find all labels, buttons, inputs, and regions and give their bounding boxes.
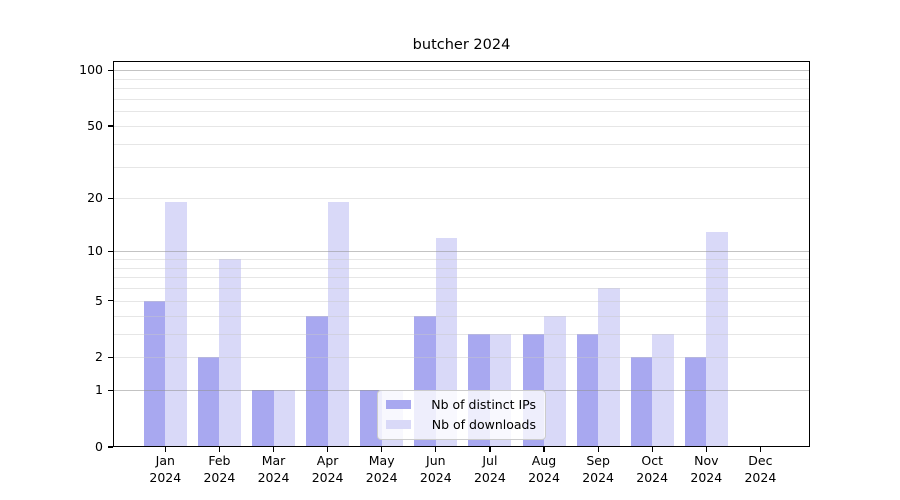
x-tick-label-oct: Oct 2024 (636, 453, 669, 485)
x-tick-label-jun: Jun 2024 (419, 453, 452, 485)
x-tick-mark-dec (759, 447, 762, 452)
chart-title: butcher 2024 (412, 37, 511, 53)
bar-distinct-ips-oct (630, 357, 653, 447)
bar-downloads-mar (273, 390, 295, 447)
gridline-minor-80 (113, 88, 810, 90)
bar-distinct-ips-may (360, 390, 382, 447)
gridline-minor-5 (113, 300, 810, 302)
x-tick-mark-jan (164, 447, 166, 452)
gridlines-layer (113, 61, 810, 447)
y-tick-label-50: 50 (87, 117, 103, 133)
x-tick-mark-mar (272, 447, 275, 452)
gridline-minor-90 (113, 78, 810, 80)
bar-distinct-ips-apr (306, 315, 328, 447)
bar-downloads-oct (652, 333, 674, 447)
gridline-minor-8 (113, 267, 810, 269)
x-tick-label-aug: Aug 2024 (528, 453, 560, 485)
bar-distinct-ips-jan (143, 300, 166, 447)
x-tick-mark-nov (705, 447, 707, 452)
bar-distinct-ips-nov (684, 357, 707, 447)
x-tick-mark-feb (218, 447, 221, 452)
gridline-minor-60 (113, 111, 810, 113)
x-tick-label-apr: Apr 2024 (311, 453, 344, 485)
y-tick-label-2: 2 (95, 349, 103, 365)
bar-distinct-ips-sep (576, 333, 599, 447)
x-tick-label-jan: Jan 2024 (149, 453, 182, 485)
x-tick-label-jul: Jul 2024 (473, 453, 506, 485)
y-tick-label-100: 100 (79, 62, 103, 78)
bar-distinct-ips-mar (252, 390, 274, 447)
gridline-minor-9 (113, 259, 810, 260)
y-tick-label-20: 20 (87, 190, 103, 206)
x-tick-label-feb: Feb 2024 (203, 453, 236, 485)
y-tick-mark-5 (108, 300, 113, 302)
gridline-minor-3 (113, 333, 810, 335)
gridline-minor-50 (113, 125, 810, 127)
legend-label-downloads: Nb of downloads (431, 417, 536, 432)
legend-swatch-downloads (386, 420, 411, 429)
x-tick-mark-aug (543, 447, 545, 452)
y-tick-mark-20 (108, 197, 113, 200)
gridline-minor-70 (113, 98, 810, 100)
x-tick-mark-sep (597, 447, 599, 452)
bar-downloads-aug (544, 315, 566, 447)
bar-downloads-feb (219, 259, 241, 447)
gridline-minor-30 (113, 166, 810, 168)
bar-downloads-nov (706, 231, 728, 447)
x-tick-label-nov: Nov 2024 (690, 453, 723, 485)
y-tick-label-10: 10 (87, 243, 103, 259)
x-tick-mark-jul (489, 447, 491, 452)
x-tick-mark-may (381, 447, 383, 452)
gridline-minor-40 (113, 143, 810, 145)
y-tick-mark-50 (108, 125, 113, 127)
bar-downloads-jan (165, 202, 187, 447)
x-tick-label-may: May 2024 (365, 453, 398, 485)
y-tick-mark-1 (108, 389, 113, 392)
y-tick-mark-2 (108, 356, 113, 358)
x-tick-mark-oct (651, 447, 653, 452)
legend-swatch-distinct-ips (386, 400, 411, 409)
y-tick-mark-10 (108, 250, 113, 252)
gridline-minor-7 (113, 277, 810, 279)
x-tick-label-sep: Sep 2024 (582, 453, 614, 485)
legend-label-distinct-ips: Nb of distinct IPs (431, 397, 536, 412)
legend-item-downloads: Nb of downloads (386, 416, 536, 433)
bar-downloads-apr (327, 202, 350, 447)
gridline-minor-6 (113, 288, 810, 290)
y-tick-mark-100 (108, 69, 113, 71)
gridline-major-10 (113, 251, 810, 253)
y-tick-label-0: 0 (95, 439, 103, 454)
legend-item-distinct-ips: Nb of distinct IPs (386, 396, 536, 413)
bar-distinct-ips-feb (197, 357, 220, 447)
x-tick-mark-apr (327, 447, 329, 452)
x-tick-label-mar: Mar 2024 (257, 453, 290, 485)
gridline-minor-2 (113, 357, 810, 359)
bar-downloads-sep (598, 288, 620, 447)
y-tick-mark-0 (108, 446, 113, 448)
gridline-minor-4 (113, 315, 810, 317)
legend: Nb of distinct IPs Nb of downloads (377, 390, 546, 440)
gridline-minor-20 (113, 198, 810, 200)
x-tick-mark-jun (435, 447, 437, 452)
gridline-major-100 (113, 70, 810, 72)
y-tick-label-5: 5 (95, 292, 103, 308)
y-tick-label-1: 1 (95, 382, 103, 398)
x-tick-label-dec: Dec 2024 (744, 453, 777, 485)
